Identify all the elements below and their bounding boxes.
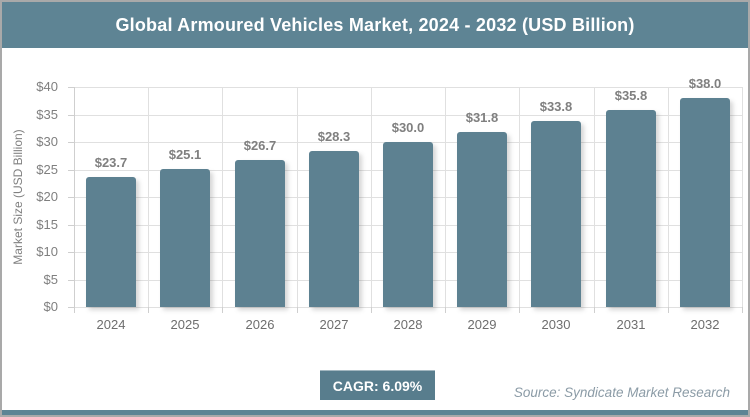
x-tick-label: 2027 [319,317,349,332]
x-tick-mark [668,307,669,313]
bar [235,160,285,307]
cagr-badge: CAGR: 6.09% [320,370,435,400]
x-gridline [742,87,743,307]
bar [531,121,581,307]
x-tick-label: 2031 [616,317,646,332]
bar [160,169,210,307]
bar [86,177,136,307]
y-tick-label: $10 [36,244,58,259]
y-tick-mark [68,142,74,143]
y-tick-label: $40 [36,79,58,94]
y-axis-line [74,87,75,313]
y-tick-mark [68,280,74,281]
y-tick-label: $0 [43,299,58,314]
y-tick-mark [68,225,74,226]
x-tick-mark [594,307,595,313]
x-gridline [297,87,298,307]
x-gridline [445,87,446,307]
bar-value-label: $33.8 [539,99,573,114]
x-tick-label: 2030 [541,317,571,332]
bar-value-label: $25.1 [168,147,202,162]
y-tick-label: $30 [36,134,58,149]
y-gridline [74,87,742,88]
y-tick-mark [68,87,74,88]
x-gridline [371,87,372,307]
x-gridline [148,87,149,307]
y-tick-mark [68,115,74,116]
bar-value-label: $31.8 [465,110,499,125]
y-tick-mark [68,170,74,171]
y-tick-mark [68,307,74,308]
x-tick-mark [148,307,149,313]
x-tick-mark [445,307,446,313]
bar-value-label: $23.7 [94,155,128,170]
bar [309,151,359,307]
bar-value-label: $28.3 [317,129,351,144]
x-gridline [519,87,520,307]
y-tick-label: $25 [36,162,58,177]
source-credit: Source: Syndicate Market Research [513,385,730,400]
x-gridline [594,87,595,307]
x-tick-label: 2026 [245,317,275,332]
y-gridline [74,307,742,308]
x-tick-mark [742,307,743,313]
bottom-accent-bar [2,410,748,415]
x-tick-label: 2032 [690,317,720,332]
y-gridline [74,115,742,116]
x-tick-label: 2029 [467,317,497,332]
cagr-badge-label: CAGR: 6.09% [332,377,423,394]
bar-value-label: $26.7 [243,138,277,153]
y-tick-mark [68,252,74,253]
bar [680,98,730,307]
y-tick-mark [68,197,74,198]
bar-value-label: $38.0 [688,76,722,91]
chart-title: Global Armoured Vehicles Market, 2024 - … [115,14,635,35]
bar-value-label: $30.0 [391,120,425,135]
x-tick-mark [519,307,520,313]
bar [383,142,433,307]
x-tick-mark [222,307,223,313]
y-tick-label: $20 [36,189,58,204]
x-gridline [222,87,223,307]
bar [606,110,656,307]
x-tick-label: 2024 [96,317,126,332]
bar [457,132,507,307]
y-tick-label: $35 [36,107,58,122]
x-gridline [668,87,669,307]
y-tick-label: $5 [43,272,58,287]
x-tick-label: 2025 [170,317,200,332]
x-tick-label: 2028 [393,317,423,332]
y-tick-label: $15 [36,217,58,232]
x-tick-mark [371,307,372,313]
bar-value-label: $35.8 [614,88,648,103]
x-tick-mark [297,307,298,313]
chart-title-banner: Global Armoured Vehicles Market, 2024 - … [2,2,748,48]
